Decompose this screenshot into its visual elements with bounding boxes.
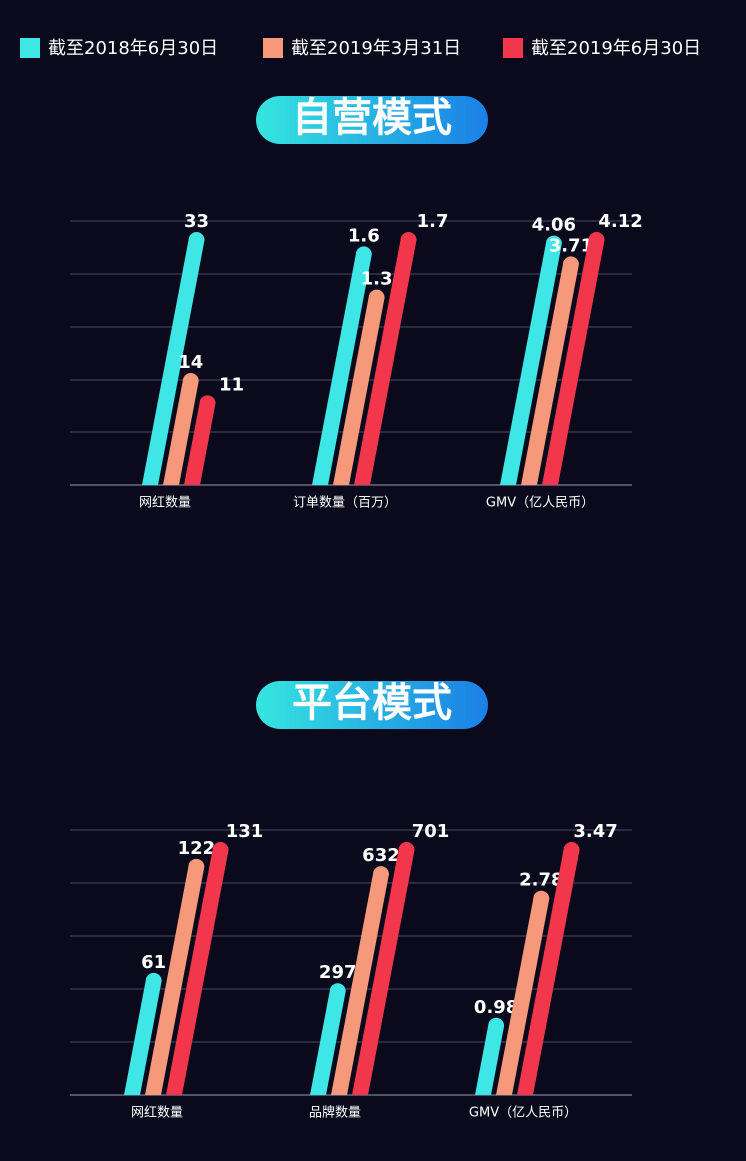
- bar: [142, 232, 205, 485]
- legend-swatch: [503, 38, 523, 58]
- value-label: 632: [362, 845, 400, 866]
- bar: [166, 842, 229, 1095]
- x-tick-label: GMV（亿人民币）: [469, 1106, 577, 1121]
- bar: [542, 232, 605, 485]
- bar: [124, 972, 162, 1095]
- value-label: 1.7: [417, 211, 449, 232]
- legend-swatch: [20, 38, 40, 58]
- legend-label: 截至2019年3月31日: [291, 38, 461, 59]
- bar: [333, 289, 385, 485]
- value-label: 3.71: [549, 235, 593, 256]
- bar: [500, 235, 562, 485]
- bar: [475, 1017, 505, 1095]
- value-label: 4.06: [532, 215, 576, 236]
- value-label: 122: [178, 838, 216, 859]
- value-label: 1.3: [361, 269, 393, 290]
- bar: [331, 866, 389, 1095]
- value-label: 2.78: [519, 870, 563, 891]
- value-label: 0.98: [474, 997, 518, 1018]
- value-label: 701: [412, 821, 450, 842]
- title-pill: [256, 681, 488, 729]
- bar: [354, 232, 417, 485]
- bar: [352, 842, 415, 1095]
- bar: [312, 246, 372, 485]
- x-tick-label: 网红数量: [131, 1105, 183, 1121]
- bar: [496, 890, 550, 1095]
- x-tick-label: GMV（亿人民币）: [486, 496, 594, 511]
- bar: [184, 395, 216, 485]
- value-label: 33: [184, 211, 209, 232]
- bar: [163, 373, 199, 485]
- chart-title: 平台模式: [292, 680, 452, 726]
- legend-label: 截至2019年6月30日: [531, 38, 701, 59]
- legend-swatch: [263, 38, 283, 58]
- bar: [521, 256, 579, 485]
- x-tick-label: 品牌数量: [309, 1105, 361, 1121]
- value-label: 4.12: [598, 211, 642, 232]
- value-label: 14: [178, 352, 203, 373]
- value-label: 11: [219, 374, 244, 395]
- value-label: 1.6: [348, 225, 380, 246]
- bar: [517, 842, 580, 1095]
- value-label: 297: [319, 962, 357, 983]
- x-tick-label: 订单数量（百万）: [293, 496, 397, 511]
- value-label: 61: [141, 952, 166, 973]
- title-pill: [256, 96, 488, 144]
- bar: [145, 858, 205, 1095]
- legend-label: 截至2018年6月30日: [48, 38, 218, 59]
- x-tick-label: 网红数量: [139, 495, 191, 511]
- chart-title: 自营模式: [292, 95, 452, 141]
- value-label: 3.47: [573, 821, 617, 842]
- value-label: 131: [226, 821, 264, 842]
- bar: [310, 983, 346, 1095]
